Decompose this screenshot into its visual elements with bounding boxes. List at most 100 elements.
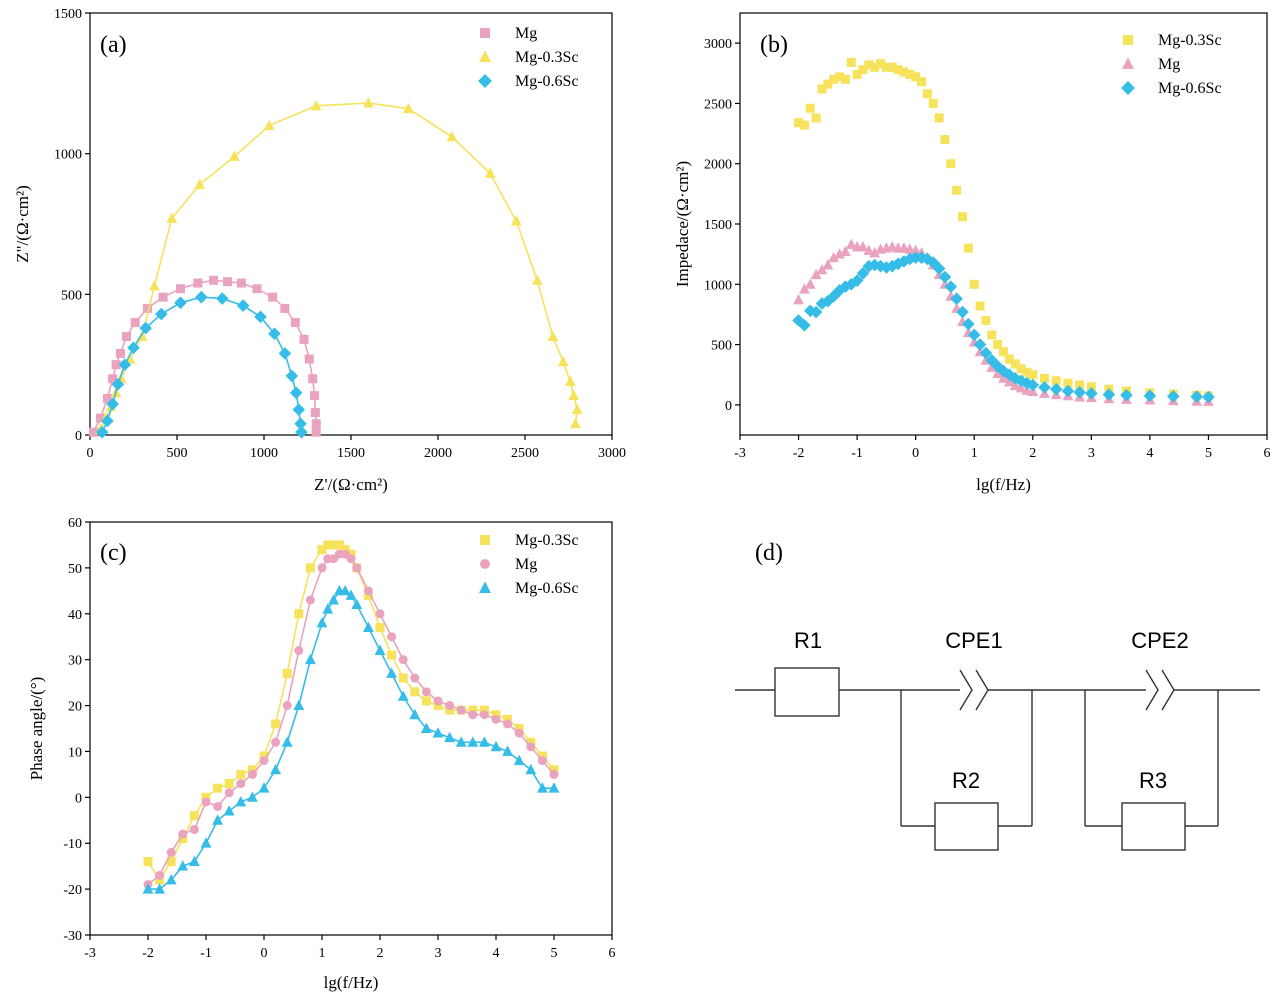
data-point xyxy=(118,358,132,371)
data-point xyxy=(479,705,489,715)
y-tick-label: -10 xyxy=(63,837,82,852)
data-point xyxy=(95,425,109,439)
x-tick-label: 6 xyxy=(609,946,616,961)
data-point xyxy=(351,598,363,610)
x-tick-label: 2500 xyxy=(511,446,539,461)
data-point xyxy=(328,594,339,605)
data-point xyxy=(804,278,816,289)
data-point xyxy=(526,742,536,752)
data-point xyxy=(962,317,975,331)
panel-label: (b) xyxy=(760,32,788,58)
data-point xyxy=(799,120,809,130)
y-tick-label: 0 xyxy=(75,791,82,806)
data-point xyxy=(252,284,262,294)
data-point xyxy=(294,645,304,655)
data-point xyxy=(259,751,269,761)
data-point xyxy=(915,251,928,265)
y-axis-title: Z"/(Ω·cm²) xyxy=(13,185,32,263)
data-point xyxy=(432,727,444,738)
x-tick-label: 4 xyxy=(1146,446,1153,461)
data-point xyxy=(258,782,270,793)
data-point xyxy=(950,292,963,306)
data-point xyxy=(874,259,887,273)
legend-marker xyxy=(479,581,491,593)
data-point xyxy=(166,212,178,223)
data-point xyxy=(155,870,165,880)
data-point xyxy=(363,621,374,632)
x-tick-label: 4 xyxy=(493,946,500,961)
data-point xyxy=(568,389,580,401)
data-point xyxy=(1073,385,1086,399)
x-axis-title: lg(f/Hz) xyxy=(976,475,1031,494)
data-point xyxy=(547,330,559,341)
legend-label: Mg xyxy=(1158,56,1180,73)
data-point xyxy=(339,584,351,596)
legend-marker xyxy=(480,559,490,569)
x-tick-label: 3000 xyxy=(598,446,626,461)
data-point xyxy=(316,617,328,628)
data-point xyxy=(1086,382,1096,392)
data-point xyxy=(111,378,125,391)
data-point xyxy=(514,724,524,733)
data-point xyxy=(166,857,176,867)
x-tick-label: 1500 xyxy=(337,446,365,461)
data-point xyxy=(973,338,987,351)
data-point xyxy=(295,425,308,439)
data-point xyxy=(387,632,397,642)
data-point xyxy=(200,837,212,848)
panel-c-bode-phase: -3 -2 -1 0 1 2 3 4 5 6-30-20-100102030405060lg(f/… xyxy=(27,516,616,992)
data-point xyxy=(992,367,1004,378)
data-point xyxy=(334,540,344,550)
data-point xyxy=(445,701,455,711)
data-point xyxy=(845,238,857,249)
data-point xyxy=(946,159,956,169)
data-point xyxy=(1051,376,1061,386)
legend-marker xyxy=(479,50,491,62)
panel-b-bode-impedance: -3 -2 -1 0 1 2 3 4 5 6 0 500 1000 1500 2000 2500 3000 lg(… xyxy=(673,12,1271,494)
data-point xyxy=(363,590,373,600)
data-point xyxy=(829,74,839,84)
legend-entry: Mg xyxy=(480,556,537,573)
data-point xyxy=(537,782,548,793)
y-tick-label: 2000 xyxy=(704,158,732,173)
x-axis-title: lg(f/Hz) xyxy=(324,973,379,992)
data-point xyxy=(263,119,275,130)
series-mg xyxy=(793,238,1214,406)
series-mg-0-6sc xyxy=(95,290,308,439)
data-point xyxy=(557,355,569,367)
data-point xyxy=(148,279,160,291)
data-point xyxy=(290,317,300,327)
label-cpe1: CPE1 xyxy=(945,628,1002,653)
data-point xyxy=(254,310,267,324)
data-point xyxy=(175,284,185,294)
data-point xyxy=(956,305,969,319)
data-point xyxy=(213,802,223,812)
data-point xyxy=(346,554,356,564)
y-tick-label: 0 xyxy=(725,399,732,414)
data-point xyxy=(479,736,490,747)
legend-entry: Mg-0.3Sc xyxy=(480,532,579,549)
data-point xyxy=(846,57,856,67)
panel-a-nyquist: 0 500 1000 1500 2000 2500 3000 0 500 1000 1500 Z'/(… xyxy=(13,7,626,494)
legend-entry: Mg xyxy=(480,25,537,42)
data-point xyxy=(177,860,189,871)
data-point xyxy=(142,303,152,313)
data-point xyxy=(195,290,208,304)
data-point xyxy=(270,763,281,775)
y-tick-label: 50 xyxy=(68,562,82,577)
data-point xyxy=(189,855,200,867)
data-point xyxy=(1039,373,1049,383)
data-point xyxy=(236,769,246,779)
data-point xyxy=(223,805,235,816)
data-point xyxy=(531,274,543,285)
data-point xyxy=(479,710,489,720)
data-point xyxy=(456,705,466,715)
legend-entry: Mg-0.3Sc xyxy=(479,49,579,66)
data-point xyxy=(1202,390,1215,404)
legend-entry: Mg xyxy=(1122,56,1180,73)
series-mg-0-3sc xyxy=(143,540,559,885)
y-tick-label: 30 xyxy=(68,654,82,669)
data-point xyxy=(899,67,909,77)
data-point xyxy=(409,708,421,720)
data-point xyxy=(293,699,305,711)
